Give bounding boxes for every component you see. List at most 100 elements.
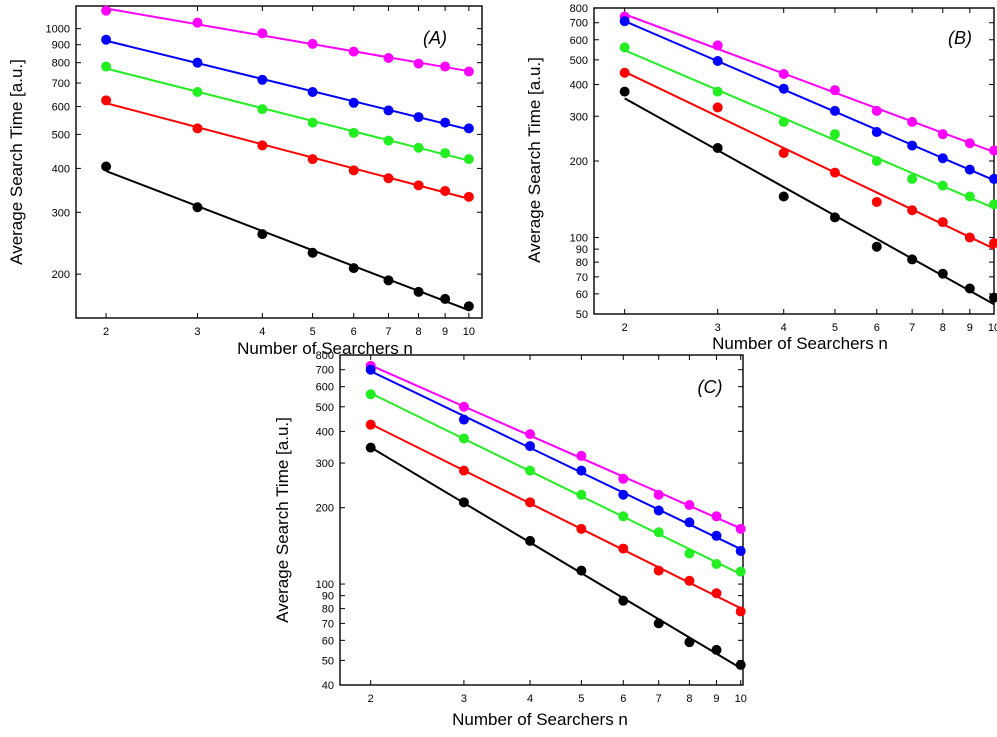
data-point [618, 473, 629, 484]
data-point [618, 543, 629, 554]
data-point [829, 129, 840, 140]
data-point [871, 127, 882, 138]
data-point [653, 527, 664, 538]
data-point [192, 202, 203, 213]
data-point [711, 530, 722, 541]
data-point [778, 148, 789, 159]
y-tick-label: 200 [316, 503, 334, 515]
y-tick-label: 700 [316, 365, 334, 377]
data-point [871, 241, 882, 252]
data-point [907, 205, 918, 216]
fit-line [624, 49, 995, 209]
data-point [829, 85, 840, 96]
data-point [871, 105, 882, 116]
y-tick-label: 500 [570, 55, 588, 67]
data-point [829, 167, 840, 178]
data-point [989, 292, 997, 303]
x-tick-label: 3 [194, 326, 200, 338]
data-point [348, 127, 359, 138]
data-point [463, 191, 474, 202]
data-point [735, 523, 746, 534]
data-point [618, 511, 629, 522]
data-point [653, 618, 664, 629]
data-point [937, 180, 948, 191]
y-axis-title: Average Search Time [a.u.] [273, 417, 292, 623]
data-point [101, 34, 112, 45]
fit-line [370, 423, 742, 610]
panel-a: 2 3 4 5 6 7 8 9 10 200 300 400 500 600 700 800 900 1000 Nu… [7, 5, 483, 358]
data-point [618, 489, 629, 500]
data-point [525, 465, 536, 476]
data-point [307, 87, 318, 98]
y-tick-label: 300 [52, 207, 70, 219]
x-axis-title: Number of Searchers n [712, 334, 888, 353]
data-point [684, 499, 695, 510]
data-point [307, 154, 318, 165]
data-point [458, 401, 469, 412]
data-point [619, 67, 630, 78]
data-point [458, 497, 469, 508]
data-point [440, 293, 451, 304]
data-point [907, 254, 918, 265]
data-point [458, 465, 469, 476]
data-point [576, 523, 587, 534]
data-point [440, 148, 451, 159]
x-tick-label: 2 [622, 322, 628, 334]
data-point [413, 58, 424, 69]
plot-frame [339, 354, 744, 686]
data-point [383, 105, 394, 116]
panel-label: (C) [698, 377, 723, 397]
y-tick-label: 70 [322, 618, 334, 630]
y-axis-title: Average Search Time [a.u.] [525, 57, 544, 263]
data-point [413, 180, 424, 191]
y-tick-label: 80 [576, 257, 588, 269]
y-tick-label: 400 [316, 426, 334, 438]
x-tick-label: 3 [715, 322, 721, 334]
data-point [618, 595, 629, 606]
data-point [712, 40, 723, 51]
x-tick-label: 5 [310, 326, 316, 338]
data-point [440, 61, 451, 72]
data-point [735, 659, 746, 670]
data-point [653, 489, 664, 500]
y-tick-label: 900 [52, 40, 70, 52]
fit-line [105, 39, 470, 131]
y-tick-label: 80 [322, 604, 334, 616]
data-point [440, 185, 451, 196]
y-tick-label: 200 [52, 269, 70, 281]
fit-line [105, 67, 470, 162]
data-point [653, 505, 664, 516]
data-point [684, 637, 695, 648]
data-point [937, 153, 948, 164]
data-point [964, 283, 975, 294]
data-point [937, 217, 948, 228]
data-point [458, 414, 469, 425]
x-tick-label: 5 [832, 322, 838, 334]
data-point [413, 142, 424, 153]
data-point [257, 74, 268, 85]
data-point [964, 164, 975, 175]
fit-line [624, 13, 995, 153]
data-point [307, 117, 318, 128]
data-point [101, 5, 112, 16]
data-point [907, 116, 918, 127]
fit-line [370, 364, 742, 530]
x-tick-label: 6 [874, 322, 880, 334]
fit-line [370, 392, 742, 576]
y-tick-label: 90 [576, 244, 588, 256]
y-tick-label: 50 [322, 655, 334, 667]
fit-line [105, 102, 470, 200]
y-tick-label: 100 [570, 233, 588, 245]
y-tick-label: 70 [576, 272, 588, 284]
data-point [778, 116, 789, 127]
panel-label: (A) [423, 28, 447, 48]
x-tick-label: 8 [940, 322, 946, 334]
y-tick-label: 50 [576, 309, 588, 321]
y-tick-label: 700 [570, 18, 588, 30]
y-tick-label: 40 [322, 680, 334, 692]
data-point [684, 517, 695, 528]
data-point [525, 441, 536, 452]
data-point [712, 55, 723, 66]
data-point [192, 17, 203, 28]
